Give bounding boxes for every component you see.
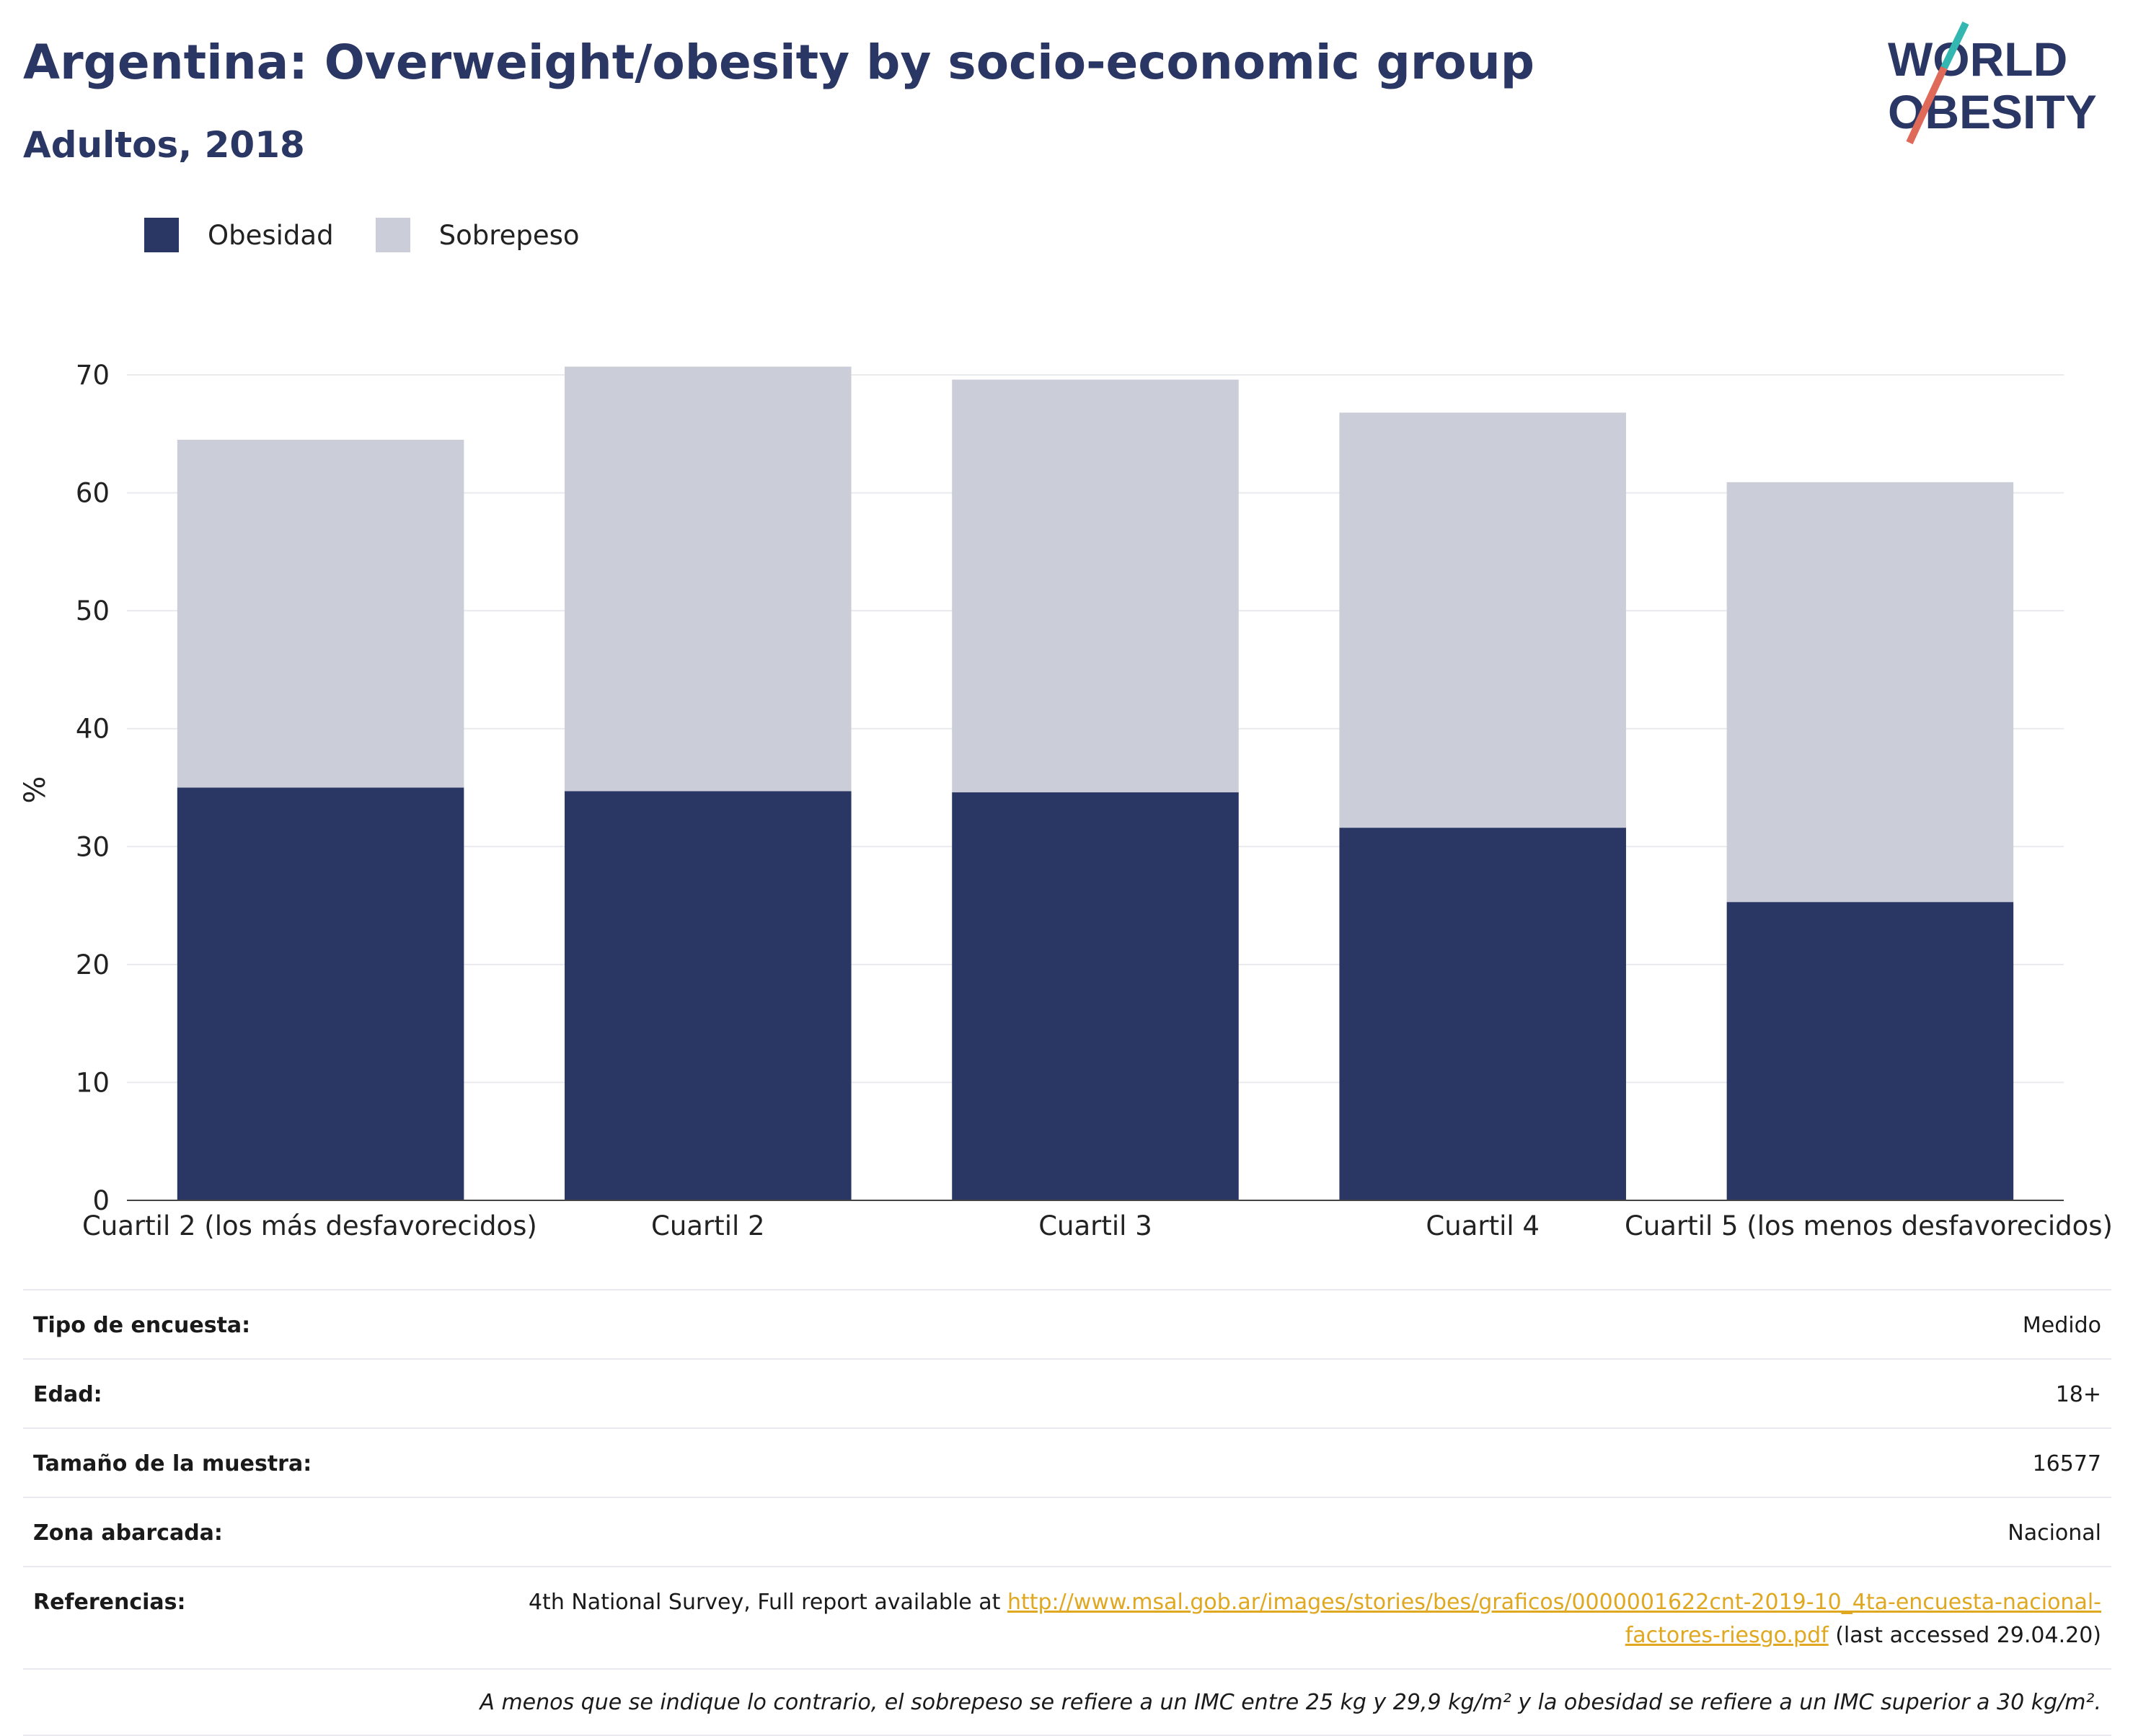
bar-sobrepeso bbox=[1339, 412, 1626, 828]
x-tick-label: Cuartil 2 bbox=[651, 1210, 765, 1241]
legend-swatch-obesidad bbox=[144, 218, 179, 252]
meta-value: Medido bbox=[2022, 1313, 2101, 1338]
reference-suffix: (last accessed 29.04.20) bbox=[1828, 1623, 2101, 1648]
meta-value: 16577 bbox=[2032, 1451, 2101, 1476]
metadata-table: Tipo de encuesta: Medido Edad: 18+ Tamañ… bbox=[23, 1289, 2111, 1736]
x-tick-label: Cuartil 3 bbox=[1038, 1210, 1152, 1241]
bar-obesidad bbox=[565, 791, 852, 1200]
y-tick-label: 0 bbox=[92, 1185, 110, 1216]
world-obesity-logo: WORLD OBESITY bbox=[1888, 22, 2097, 145]
y-axis-label: % bbox=[19, 776, 52, 803]
legend-label-obesidad: Obesidad bbox=[208, 219, 334, 251]
y-tick-label: 30 bbox=[76, 831, 110, 862]
definition-note: A menos que se indique lo contrario, el … bbox=[23, 1668, 2111, 1736]
chart-legend: Obesidad Sobrepeso bbox=[144, 215, 622, 255]
reference-link[interactable]: http://www.msal.gob.ar/images/stories/be… bbox=[1007, 1590, 2101, 1648]
meta-value: Nacional bbox=[2008, 1520, 2101, 1546]
bar-sobrepeso bbox=[177, 439, 464, 788]
meta-key: Referencias: bbox=[33, 1590, 186, 1615]
x-tick-label: Cuartil 4 bbox=[1426, 1210, 1540, 1241]
meta-row-area: Zona abarcada: Nacional bbox=[23, 1497, 2111, 1566]
chart-subtitle: Adultos, 2018 bbox=[23, 124, 305, 166]
legend-item-sobrepeso[interactable]: Sobrepeso bbox=[375, 218, 580, 252]
meta-row-age: Edad: 18+ bbox=[23, 1358, 2111, 1427]
stacked-bar-chart: 0 10 20 30 40 50 60 70% Cuartil 2 (los más desfa… bbox=[19, 360, 2113, 1241]
bar-sobrepeso bbox=[1726, 482, 2014, 903]
chart-title: Argentina: Overweight/obesity by socio-e… bbox=[23, 35, 1534, 90]
legend-item-obesidad[interactable]: Obesidad bbox=[144, 218, 334, 252]
bar-obesidad bbox=[1726, 902, 2014, 1200]
x-tick-label: Cuartil 5 (los menos desfavorecidos) bbox=[1625, 1210, 2113, 1241]
bar-obesidad bbox=[1339, 828, 1626, 1200]
logo-line-1: WORLD bbox=[1888, 32, 2067, 86]
meta-key: Zona abarcada: bbox=[33, 1520, 223, 1546]
y-tick-label: 20 bbox=[76, 949, 110, 980]
bar-obesidad bbox=[952, 792, 1239, 1200]
legend-swatch-sobrepeso bbox=[375, 218, 410, 252]
legend-label-sobrepeso: Sobrepeso bbox=[438, 219, 580, 251]
meta-row-sample-size: Tamaño de la muestra: 16577 bbox=[23, 1427, 2111, 1497]
y-tick-label: 40 bbox=[76, 714, 110, 745]
meta-value-references: 4th National Survey, Full report availab… bbox=[515, 1586, 2101, 1652]
meta-row-references: Referencias: 4th National Survey, Full r… bbox=[23, 1566, 2111, 1668]
meta-value: 18+ bbox=[2055, 1382, 2101, 1407]
bar-sobrepeso bbox=[565, 366, 852, 792]
meta-row-survey-type: Tipo de encuesta: Medido bbox=[23, 1289, 2111, 1358]
y-tick-label: 10 bbox=[76, 1067, 110, 1098]
logo-slash-red bbox=[1906, 66, 1948, 145]
reference-prefix: 4th National Survey, Full report availab… bbox=[528, 1590, 1007, 1615]
logo-line-2: OBESITY bbox=[1888, 85, 2097, 138]
bar-sobrepeso bbox=[952, 379, 1239, 793]
y-tick-label: 70 bbox=[76, 360, 110, 391]
y-tick-label: 50 bbox=[76, 595, 110, 626]
meta-key: Edad: bbox=[33, 1382, 102, 1407]
y-tick-label: 60 bbox=[76, 478, 110, 509]
x-tick-label: Cuartil 2 (los más desfavorecidos) bbox=[82, 1210, 537, 1241]
bar-obesidad bbox=[177, 787, 464, 1200]
logo-slash-teal bbox=[1940, 22, 1969, 70]
meta-key: Tipo de encuesta: bbox=[33, 1313, 251, 1338]
meta-key: Tamaño de la muestra: bbox=[33, 1451, 312, 1476]
